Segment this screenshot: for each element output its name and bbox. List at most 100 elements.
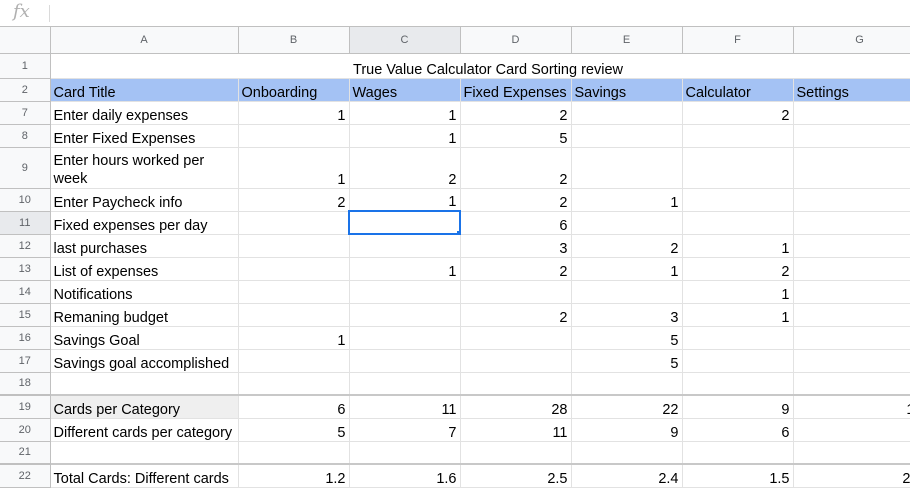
count-cell[interactable]: 1 <box>681 279 794 304</box>
summary-value-cell[interactable]: 1.5 <box>681 463 794 488</box>
summary-value-cell[interactable]: 11 <box>348 394 461 419</box>
row-header[interactable]: 16 <box>0 325 51 350</box>
count-cell[interactable] <box>570 123 683 148</box>
empty-cell[interactable] <box>459 440 572 465</box>
count-cell[interactable] <box>570 146 683 189</box>
row-header[interactable]: 22 <box>0 463 51 488</box>
empty-cell[interactable] <box>459 371 572 396</box>
summary-value-cell[interactable]: 2.4 <box>792 463 910 488</box>
row-header[interactable]: 2 <box>0 77 51 102</box>
count-cell[interactable]: 6 <box>459 210 572 235</box>
count-cell[interactable]: 2 <box>459 302 572 327</box>
card-title-cell[interactable]: List of expenses <box>49 256 239 281</box>
count-cell[interactable] <box>570 100 683 125</box>
count-cell[interactable]: 2 <box>459 100 572 125</box>
header-cell-fixed-expenses[interactable]: Fixed Expenses <box>459 77 572 102</box>
count-cell[interactable] <box>237 302 350 327</box>
header-cell-calculator[interactable]: Calculator <box>681 77 794 102</box>
card-title-cell[interactable]: last purchases <box>49 233 239 258</box>
card-title-cell[interactable]: Notifications <box>49 279 239 304</box>
empty-cell[interactable] <box>570 371 683 396</box>
summary-value-cell[interactable]: 6 <box>681 417 794 442</box>
count-cell[interactable]: 1 <box>681 233 794 258</box>
count-cell[interactable]: 5 <box>459 123 572 148</box>
count-cell[interactable] <box>348 233 461 258</box>
empty-cell[interactable] <box>237 440 350 465</box>
summary-value-cell[interactable]: 1.2 <box>237 463 350 488</box>
count-cell[interactable]: 2 <box>459 187 572 212</box>
row-header[interactable]: 20 <box>0 417 51 442</box>
empty-cell[interactable] <box>237 371 350 396</box>
count-cell[interactable]: 5 <box>570 325 683 350</box>
count-cell[interactable] <box>681 325 794 350</box>
active-cell[interactable] <box>348 210 461 235</box>
summary-value-cell[interactable]: 2.4 <box>570 463 683 488</box>
count-cell[interactable] <box>237 210 350 235</box>
select-all-corner[interactable] <box>0 27 51 54</box>
count-cell[interactable] <box>237 279 350 304</box>
empty-cell[interactable] <box>49 440 239 465</box>
count-cell[interactable]: 2 <box>570 233 683 258</box>
column-header-f[interactable]: F <box>681 27 794 54</box>
row-header[interactable]: 17 <box>0 348 51 373</box>
count-cell[interactable]: 1 <box>681 302 794 327</box>
count-cell[interactable]: 1 <box>237 100 350 125</box>
count-cell[interactable] <box>570 279 683 304</box>
count-cell[interactable]: 1 <box>348 100 461 125</box>
count-cell[interactable] <box>792 233 910 258</box>
row-header[interactable]: 19 <box>0 394 51 419</box>
summary-value-cell[interactable]: 28 <box>459 394 572 419</box>
empty-cell[interactable] <box>681 440 794 465</box>
empty-cell[interactable] <box>348 440 461 465</box>
count-cell[interactable] <box>681 123 794 148</box>
count-cell[interactable] <box>792 302 910 327</box>
header-cell-card-title[interactable]: Card Title <box>49 77 239 102</box>
sheet-title[interactable]: True Value Calculator Card Sorting revie… <box>49 52 910 79</box>
row-header-selected[interactable]: 11 <box>0 210 51 235</box>
count-cell[interactable] <box>459 348 572 373</box>
count-cell[interactable]: 3 <box>570 302 683 327</box>
count-cell[interactable] <box>237 123 350 148</box>
empty-cell[interactable] <box>681 371 794 396</box>
count-cell[interactable]: 2 <box>237 187 350 212</box>
count-cell[interactable]: 1 <box>792 146 910 189</box>
row-header[interactable]: 15 <box>0 302 51 327</box>
column-header-e[interactable]: E <box>570 27 683 54</box>
card-title-cell[interactable]: Fixed expenses per day <box>49 210 239 235</box>
summary-value-cell[interactable]: 12 <box>792 394 910 419</box>
column-header-c[interactable]: C <box>348 27 461 54</box>
card-title-cell[interactable]: Enter Paycheck info <box>49 187 239 212</box>
count-cell[interactable] <box>237 233 350 258</box>
count-cell[interactable]: 2 <box>681 256 794 281</box>
column-header-b[interactable]: B <box>237 27 350 54</box>
summary-label-cell[interactable]: Total Cards: Different cards <box>49 463 239 488</box>
summary-value-cell[interactable]: 6 <box>237 394 350 419</box>
count-cell[interactable] <box>792 210 910 235</box>
card-title-cell[interactable]: Enter Fixed Expenses <box>49 123 239 148</box>
count-cell[interactable]: 1 <box>570 256 683 281</box>
header-cell-settings[interactable]: Settings <box>792 77 910 102</box>
summary-value-cell[interactable]: 22 <box>570 394 683 419</box>
count-cell[interactable]: 1 <box>348 256 461 281</box>
count-cell[interactable] <box>681 146 794 189</box>
card-title-cell[interactable]: Enter hours worked per week <box>49 146 239 189</box>
header-cell-savings[interactable]: Savings <box>570 77 683 102</box>
summary-value-cell[interactable]: 9 <box>570 417 683 442</box>
count-cell[interactable] <box>459 279 572 304</box>
card-title-cell[interactable]: Savings Goal <box>49 325 239 350</box>
formula-input[interactable] <box>56 4 896 23</box>
count-cell[interactable] <box>681 348 794 373</box>
card-title-cell[interactable]: Savings goal accomplished <box>49 348 239 373</box>
count-cell[interactable]: 5 <box>570 348 683 373</box>
empty-cell[interactable] <box>348 371 461 396</box>
count-cell[interactable]: 3 <box>459 233 572 258</box>
count-cell[interactable] <box>348 302 461 327</box>
summary-value-cell[interactable]: 5 <box>792 417 910 442</box>
column-header-a[interactable]: A <box>49 27 239 54</box>
summary-value-cell[interactable]: 2.5 <box>459 463 572 488</box>
empty-cell[interactable] <box>792 440 910 465</box>
count-cell[interactable]: 1 <box>792 348 910 373</box>
row-header[interactable]: 8 <box>0 123 51 148</box>
count-cell[interactable]: 1 <box>348 123 461 148</box>
count-cell[interactable] <box>681 187 794 212</box>
